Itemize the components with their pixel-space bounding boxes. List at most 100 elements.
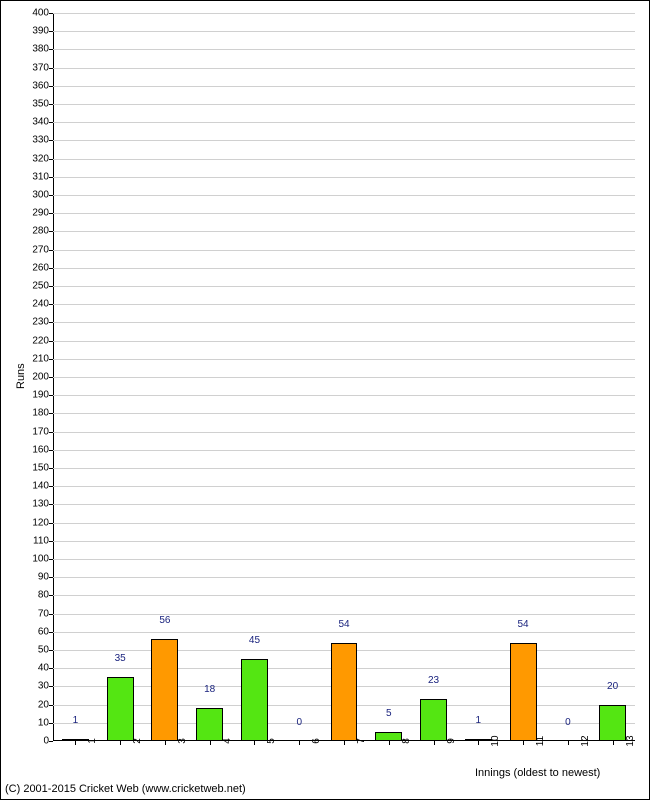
y-tick-label: 70	[38, 608, 53, 619]
bar-value-label: 35	[115, 653, 126, 664]
bar-value-label: 54	[518, 619, 529, 630]
grid-line	[53, 177, 635, 178]
bar-value-label: 18	[204, 684, 215, 695]
x-tick-label: 4	[210, 738, 233, 744]
y-tick-label: 170	[32, 426, 53, 437]
y-tick-label: 50	[38, 645, 53, 656]
y-tick-label: 330	[32, 135, 53, 146]
grid-line	[53, 140, 635, 141]
x-tick-label: 9	[434, 738, 457, 744]
grid-line	[53, 632, 635, 633]
chart-frame: 0102030405060708090100110120130140150160…	[0, 0, 650, 800]
grid-line	[53, 304, 635, 305]
bar-value-label: 0	[565, 717, 571, 728]
grid-line	[53, 86, 635, 87]
bar-value-label: 0	[296, 717, 302, 728]
y-tick-label: 120	[32, 517, 53, 528]
y-tick-label: 300	[32, 190, 53, 201]
bar-value-label: 23	[428, 675, 439, 686]
grid-line	[53, 359, 635, 360]
y-tick-label: 320	[32, 153, 53, 164]
y-tick-label: 390	[32, 26, 53, 37]
grid-line	[53, 231, 635, 232]
y-tick-label: 100	[32, 554, 53, 565]
bar	[241, 659, 268, 741]
grid-line	[53, 68, 635, 69]
grid-line	[53, 159, 635, 160]
y-tick-label: 260	[32, 262, 53, 273]
y-tick-label: 250	[32, 281, 53, 292]
x-tick-label: 8	[389, 738, 412, 744]
x-tick-label: 7	[344, 738, 367, 744]
x-tick-label: 11	[523, 736, 546, 746]
grid-line	[53, 13, 635, 14]
y-tick-label: 230	[32, 317, 53, 328]
y-tick-label: 310	[32, 171, 53, 182]
y-tick-label: 40	[38, 663, 53, 674]
y-tick-label: 160	[32, 444, 53, 455]
grid-line	[53, 268, 635, 269]
grid-line	[53, 541, 635, 542]
grid-line	[53, 341, 635, 342]
grid-line	[53, 577, 635, 578]
bar	[107, 677, 134, 741]
bar-value-label: 20	[607, 681, 618, 692]
grid-line	[53, 122, 635, 123]
y-tick-label: 110	[33, 535, 53, 546]
y-tick-label: 240	[32, 299, 53, 310]
y-tick-label: 140	[32, 481, 53, 492]
x-tick-label: 6	[299, 738, 322, 744]
bar-value-label: 56	[159, 615, 170, 626]
bar	[331, 643, 358, 741]
grid-line	[53, 250, 635, 251]
y-tick-label: 370	[32, 62, 53, 73]
bar-value-label: 45	[249, 635, 260, 646]
y-tick-label: 10	[38, 717, 53, 728]
grid-line	[53, 486, 635, 487]
y-tick-label: 210	[32, 353, 53, 364]
bar	[420, 699, 447, 741]
grid-line	[53, 195, 635, 196]
grid-line	[53, 322, 635, 323]
y-tick-label: 360	[32, 80, 53, 91]
grid-line	[53, 468, 635, 469]
y-tick-label: 150	[32, 463, 53, 474]
grid-line	[53, 213, 635, 214]
plot-area: 0102030405060708090100110120130140150160…	[53, 13, 635, 741]
bar-value-label: 1	[73, 715, 79, 726]
bar	[196, 708, 223, 741]
x-axis-title: Innings (oldest to newest)	[475, 767, 600, 779]
x-tick-label: 1	[75, 738, 98, 744]
grid-line	[53, 504, 635, 505]
y-tick-label: 90	[38, 572, 53, 583]
grid-line	[53, 523, 635, 524]
bar	[151, 639, 178, 741]
y-tick-label: 380	[32, 44, 53, 55]
bar-value-label: 5	[386, 708, 392, 719]
x-tick-label: 10	[478, 735, 501, 746]
y-tick-label: 280	[32, 226, 53, 237]
grid-line	[53, 614, 635, 615]
grid-line	[53, 286, 635, 287]
y-tick-label: 80	[38, 590, 53, 601]
copyright-text: (C) 2001-2015 Cricket Web (www.cricketwe…	[5, 783, 246, 795]
y-tick-label: 180	[32, 408, 53, 419]
grid-line	[53, 395, 635, 396]
y-tick-label: 60	[38, 626, 53, 637]
bar	[510, 643, 537, 741]
y-tick-label: 20	[38, 699, 53, 710]
y-tick-label: 340	[32, 117, 53, 128]
grid-line	[53, 413, 635, 414]
y-tick-label: 190	[32, 390, 53, 401]
bar-value-label: 1	[476, 715, 482, 726]
grid-line	[53, 377, 635, 378]
x-tick-label: 5	[254, 738, 277, 744]
y-tick-label: 130	[32, 499, 53, 510]
x-tick-label: 2	[120, 738, 143, 744]
grid-line	[53, 559, 635, 560]
grid-line	[53, 432, 635, 433]
y-axis-title: Runs	[15, 363, 27, 389]
y-tick-label: 290	[32, 208, 53, 219]
grid-line	[53, 49, 635, 50]
y-tick-label: 220	[32, 335, 53, 346]
